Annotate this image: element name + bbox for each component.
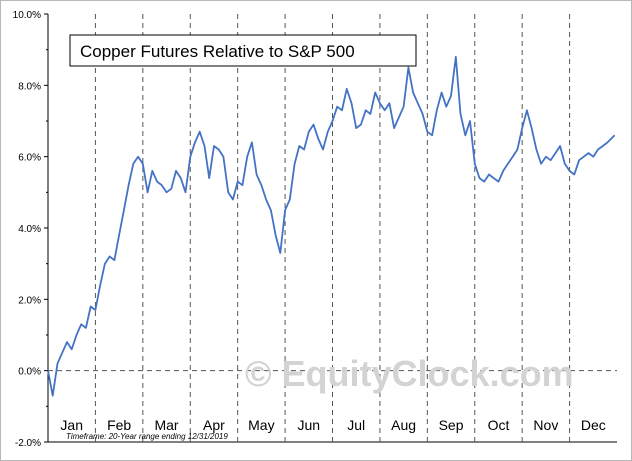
x-axis: Jan Feb Mar Apr May Jun Jul Aug Sep Oct Nov Dec [60,417,605,433]
y-tick-label: -2.0% [15,438,41,449]
chart-title-box: Copper Futures Relative to S&P 500 [69,34,417,67]
x-tick-label: Nov [533,417,558,433]
x-tick-label: Sep [439,417,464,433]
y-tick-label: 2.0% [18,295,41,306]
y-axis: 10.0% 8.0% 6.0% 4.0% 2.0% 0.0% -2.0% [13,10,48,449]
x-tick-label: Jun [298,417,321,433]
x-tick-label: Jul [347,417,365,433]
x-tick-label: Mar [154,417,178,433]
series-line [47,55,616,397]
chart-title: Copper Futures Relative to S&P 500 [80,42,355,61]
x-tick-label: Apr [203,417,225,433]
x-tick-label: Dec [581,417,606,433]
x-tick-label: Oct [488,417,510,433]
title-border [69,34,417,67]
y-tick-label: 10.0% [13,10,41,21]
y-tick-label: 4.0% [18,224,41,235]
y-tick-label: 8.0% [18,81,41,92]
y-tick-label: 6.0% [18,153,41,164]
series-group [47,55,616,397]
timeframe-note: Timeframe: 20-Year range ending 12/31/20… [66,432,228,441]
x-tick-label: Feb [107,417,131,433]
watermark: © EquityClock.com [245,353,574,394]
x-tick-label: Aug [391,417,416,433]
x-tick-label: Jan [60,417,83,433]
grid-lines [47,14,617,443]
y-tick-label: 0.0% [18,367,41,378]
x-tick-label: May [248,417,274,433]
